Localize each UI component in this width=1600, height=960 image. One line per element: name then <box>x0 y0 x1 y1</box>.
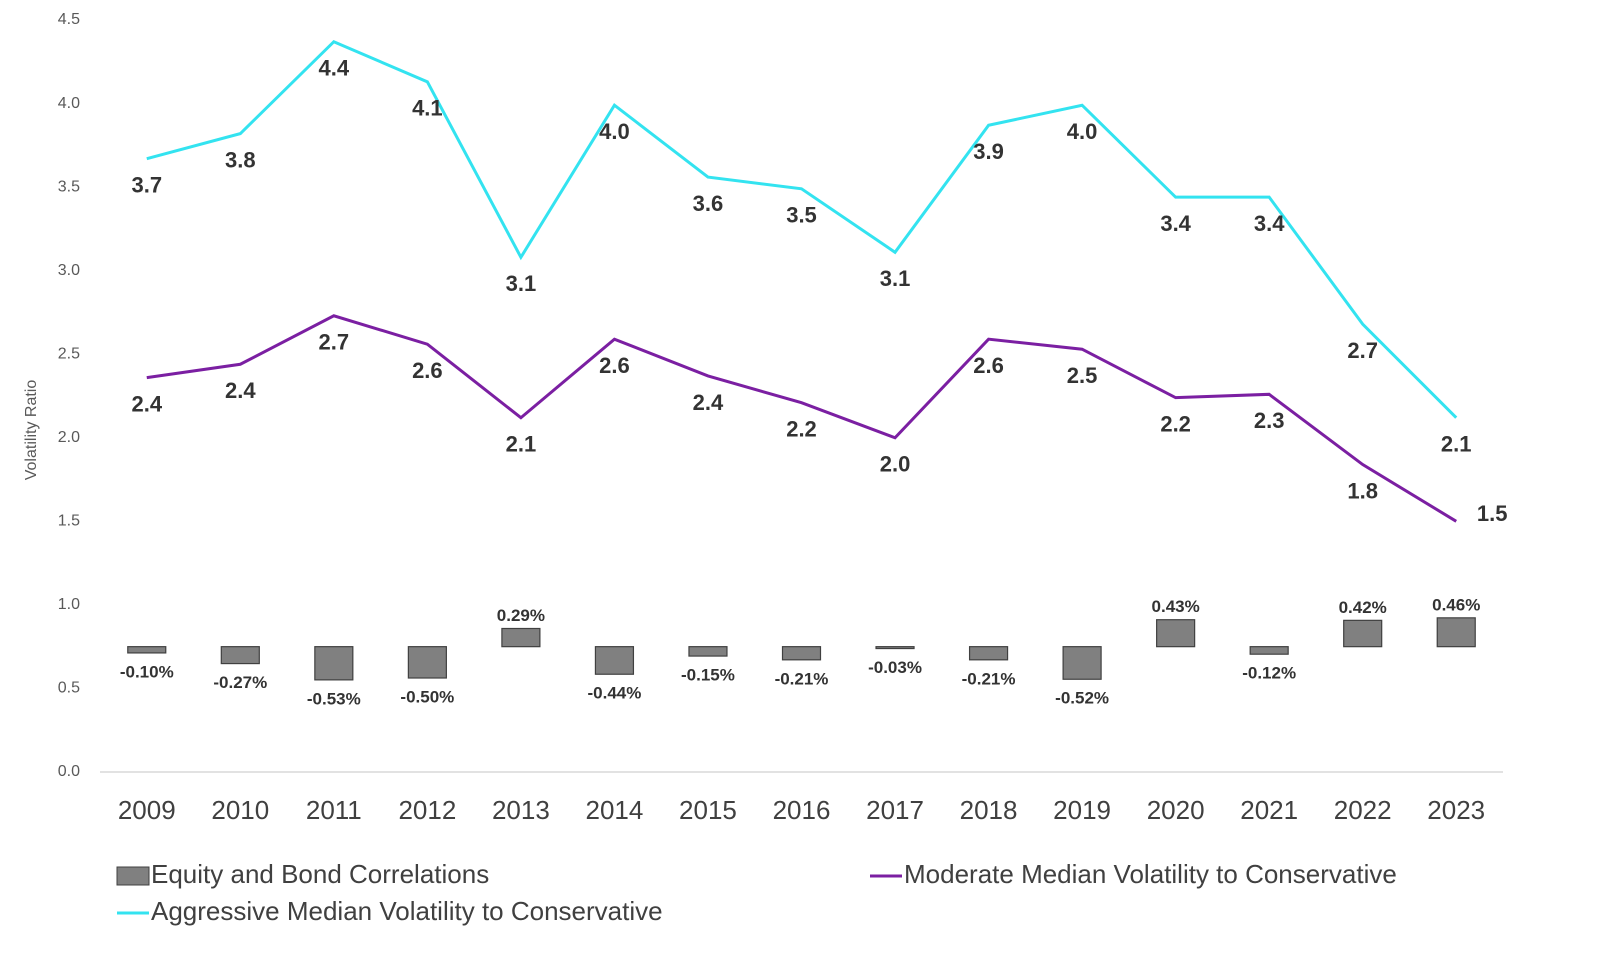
data-label: 2.6 <box>973 353 1004 378</box>
x-tick-label: 2020 <box>1147 795 1205 825</box>
x-tick-label: 2013 <box>492 795 550 825</box>
x-tick-label: 2022 <box>1334 795 1392 825</box>
bar <box>875 646 915 650</box>
data-label: 2.3 <box>1254 408 1285 433</box>
data-label: 1.5 <box>1477 501 1508 526</box>
bar-label: -0.21% <box>962 669 1016 688</box>
data-label: 3.1 <box>880 266 911 291</box>
bar-label: 0.43% <box>1152 597 1200 616</box>
y-tick-label: 1.0 <box>58 596 80 613</box>
data-label: 2.1 <box>506 432 537 457</box>
bar-label: -0.53% <box>307 689 361 708</box>
bar <box>968 646 1009 661</box>
legend-label: Moderate Median Volatility to Conservati… <box>904 859 1397 889</box>
data-label: 3.6 <box>693 191 724 216</box>
bar <box>314 646 354 681</box>
bar-label: 0.46% <box>1432 595 1480 614</box>
line <box>146 314 1458 523</box>
x-tick-label: 2016 <box>773 795 831 825</box>
y-tick-label: 1.5 <box>58 513 80 530</box>
data-label: 2.4 <box>131 391 162 416</box>
bar-label: -0.21% <box>775 669 829 688</box>
data-label: 3.5 <box>786 203 817 228</box>
data-label: 3.4 <box>1254 211 1285 236</box>
data-label: 3.7 <box>131 173 162 198</box>
y-tick-label: 3.5 <box>58 178 80 195</box>
bar <box>1249 646 1289 655</box>
y-tick-label: 3.0 <box>58 262 80 279</box>
bar <box>1062 646 1102 680</box>
x-tick-label: 2015 <box>679 795 737 825</box>
data-label: 2.2 <box>1160 411 1191 436</box>
x-tick-label: 2021 <box>1240 795 1298 825</box>
bar-label: -0.10% <box>120 662 174 681</box>
x-tick-label: 2010 <box>211 795 269 825</box>
y-tick-label: 2.5 <box>58 345 80 362</box>
bar-label: -0.12% <box>1242 664 1296 683</box>
bar <box>1343 619 1383 648</box>
bar <box>501 627 541 648</box>
x-tick-label: 2009 <box>118 795 176 825</box>
bar-label: -0.44% <box>587 684 641 703</box>
data-label: 2.7 <box>1347 338 1378 363</box>
data-label: 2.5 <box>1067 363 1098 388</box>
bar <box>594 646 635 675</box>
data-label: 2.6 <box>412 358 443 383</box>
line <box>146 39 1458 419</box>
bar <box>1436 617 1476 648</box>
bar-label: 0.42% <box>1339 598 1387 617</box>
y-tick-label: 2.0 <box>58 429 80 446</box>
bar-label: -0.27% <box>213 673 267 692</box>
y-axis-title: Volatility Ratio <box>23 380 40 481</box>
data-label: 2.2 <box>786 416 817 441</box>
bar <box>407 646 447 679</box>
data-label: 3.4 <box>1160 211 1191 236</box>
bar-label: -0.50% <box>400 687 454 706</box>
bar <box>220 646 260 665</box>
y-tick-label: 4.0 <box>58 95 80 112</box>
x-tick-label: 2011 <box>306 795 362 825</box>
y-tick-label: 0.5 <box>58 680 80 697</box>
y-tick-label: 4.5 <box>58 11 80 28</box>
data-label: 2.4 <box>225 378 256 403</box>
bar-label: 0.29% <box>497 606 545 625</box>
x-tick-label: 2023 <box>1427 795 1485 825</box>
bar-label: -0.03% <box>868 658 922 677</box>
data-label: 4.0 <box>599 119 630 144</box>
bar-label: -0.15% <box>681 666 735 685</box>
data-label: 2.1 <box>1441 432 1472 457</box>
bar <box>127 646 167 654</box>
data-label: 2.6 <box>599 353 630 378</box>
data-label: 2.7 <box>319 330 350 355</box>
x-tick-label: 2019 <box>1053 795 1111 825</box>
x-tick-label: 2014 <box>586 795 644 825</box>
legend-label: Aggressive Median Volatility to Conserva… <box>151 896 663 926</box>
data-label: 3.1 <box>506 271 537 296</box>
data-label: 2.0 <box>880 452 911 477</box>
data-label: 4.4 <box>319 56 350 81</box>
x-tick-label: 2018 <box>960 795 1018 825</box>
data-label: 1.8 <box>1347 478 1378 503</box>
x-tick-label: 2012 <box>398 795 456 825</box>
legend-label: Equity and Bond Correlations <box>151 859 489 889</box>
x-tick-label: 2017 <box>866 795 924 825</box>
bar-label: -0.52% <box>1055 689 1109 708</box>
data-label: 2.4 <box>693 390 724 415</box>
y-tick-label: 0.0 <box>58 763 80 780</box>
legend-swatch <box>116 866 150 886</box>
bar <box>688 646 728 657</box>
data-label: 3.9 <box>973 139 1004 164</box>
bar <box>781 646 822 661</box>
bar <box>1156 619 1196 648</box>
data-label: 4.0 <box>1067 119 1098 144</box>
data-label: 4.1 <box>412 96 443 121</box>
data-label: 3.8 <box>225 147 256 172</box>
